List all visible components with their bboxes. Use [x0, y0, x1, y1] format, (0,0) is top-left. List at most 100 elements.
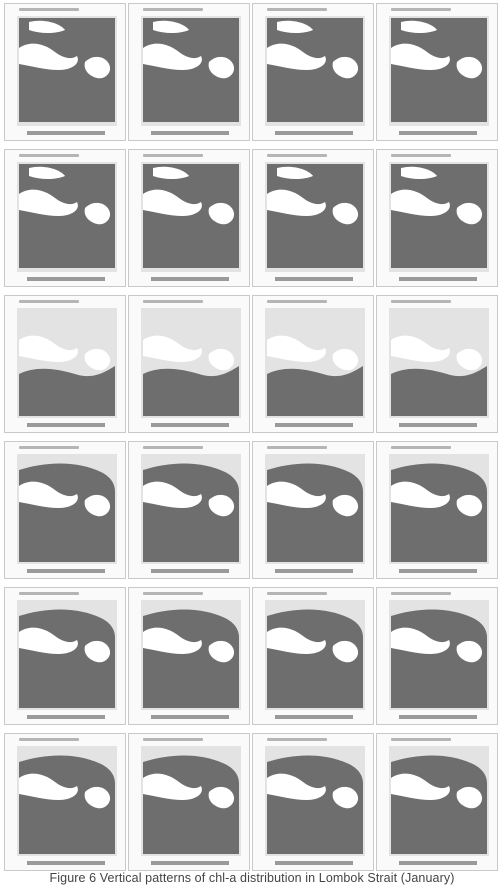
colorbar — [275, 569, 353, 573]
land-mass-west — [267, 773, 326, 800]
sea-region — [19, 18, 115, 122]
depth-panel-r5-c3 — [252, 587, 374, 725]
land-mass-west — [391, 627, 450, 654]
panel-header-mark — [267, 738, 327, 741]
chla-map-plot — [389, 592, 489, 719]
depth-panel-r1-c1 — [4, 3, 126, 141]
land-mass-east — [208, 202, 235, 225]
chla-map-plot — [141, 738, 241, 865]
land-mass-east — [332, 56, 359, 79]
land-mass-west — [19, 43, 78, 70]
land-mass-east — [84, 640, 111, 663]
land-mass-north — [401, 20, 437, 33]
land-mass-west — [19, 773, 78, 800]
colorbar — [151, 131, 229, 135]
colorbar — [275, 423, 353, 427]
depth-panel-r3-c1 — [4, 295, 126, 433]
depth-panel-r5-c2 — [128, 587, 250, 725]
depth-panel-r6-c3 — [252, 733, 374, 871]
land-mass-east — [332, 494, 359, 517]
chla-map-plot — [141, 300, 241, 427]
land-mass-east — [456, 786, 483, 809]
land-mass-north — [401, 166, 437, 179]
colorbar — [275, 861, 353, 865]
land-mass-west — [143, 335, 202, 362]
depth-panel-r2-c4 — [376, 149, 498, 287]
panel-header-mark — [391, 300, 451, 303]
chla-map-plot — [389, 300, 489, 427]
land-mass-west — [391, 773, 450, 800]
panel-header-mark — [143, 446, 203, 449]
land-mass-west — [143, 189, 202, 216]
sea-region — [391, 366, 487, 416]
land-mass-east — [456, 348, 483, 371]
land-mass-east — [456, 640, 483, 663]
panel-header-mark — [267, 300, 327, 303]
chla-map-plot — [17, 592, 117, 719]
land-mass-west — [143, 773, 202, 800]
land-mass-north — [277, 20, 313, 33]
colorbar — [27, 423, 105, 427]
depth-panel-r6-c2 — [128, 733, 250, 871]
sea-region — [391, 164, 487, 268]
chla-map-plot — [389, 154, 489, 281]
colorbar — [399, 131, 477, 135]
sea-region — [267, 164, 363, 268]
chla-map-plot — [265, 154, 365, 281]
panel-header-mark — [19, 154, 79, 157]
depth-panel-r4-c1 — [4, 441, 126, 579]
colorbar — [275, 277, 353, 281]
chla-map-plot — [17, 154, 117, 281]
chla-map-plot — [17, 446, 117, 573]
depth-panel-r3-c3 — [252, 295, 374, 433]
land-mass-east — [456, 494, 483, 517]
land-mass-west — [391, 481, 450, 508]
panel-header-mark — [391, 738, 451, 741]
chla-map-plot — [265, 300, 365, 427]
depth-panel-r2-c2 — [128, 149, 250, 287]
land-mass-west — [267, 189, 326, 216]
land-mass-west — [143, 627, 202, 654]
panel-header-mark — [143, 8, 203, 11]
panel-header-mark — [267, 592, 327, 595]
land-mass-north — [29, 166, 65, 179]
chla-map-plot — [389, 738, 489, 865]
depth-panel-r3-c2 — [128, 295, 250, 433]
colorbar — [27, 277, 105, 281]
land-mass-north — [277, 166, 313, 179]
land-mass-north — [153, 20, 189, 33]
land-mass-east — [332, 786, 359, 809]
colorbar — [27, 569, 105, 573]
depth-panel-r2-c1 — [4, 149, 126, 287]
panel-header-mark — [19, 446, 79, 449]
land-mass-west — [267, 43, 326, 70]
panel-header-mark — [267, 154, 327, 157]
colorbar — [399, 715, 477, 719]
panel-header-mark — [267, 446, 327, 449]
land-mass-east — [208, 640, 235, 663]
colorbar — [399, 861, 477, 865]
land-mass-east — [84, 348, 111, 371]
depth-panel-r6-c4 — [376, 733, 498, 871]
sea-region — [391, 18, 487, 122]
depth-panel-r1-c2 — [128, 3, 250, 141]
panel-header-mark — [19, 8, 79, 11]
colorbar — [399, 569, 477, 573]
depth-panel-r5-c1 — [4, 587, 126, 725]
land-mass-east — [208, 786, 235, 809]
chla-map-plot — [265, 446, 365, 573]
depth-panel-r2-c3 — [252, 149, 374, 287]
sea-region — [143, 18, 239, 122]
colorbar — [27, 861, 105, 865]
sea-region — [19, 366, 115, 416]
land-mass-west — [267, 335, 326, 362]
colorbar — [399, 277, 477, 281]
depth-panel-r1-c4 — [376, 3, 498, 141]
panel-header-mark — [143, 300, 203, 303]
depth-panel-r4-c2 — [128, 441, 250, 579]
land-mass-east — [456, 202, 483, 225]
land-mass-east — [332, 640, 359, 663]
panel-header-mark — [143, 154, 203, 157]
colorbar — [275, 715, 353, 719]
panel-header-mark — [19, 592, 79, 595]
